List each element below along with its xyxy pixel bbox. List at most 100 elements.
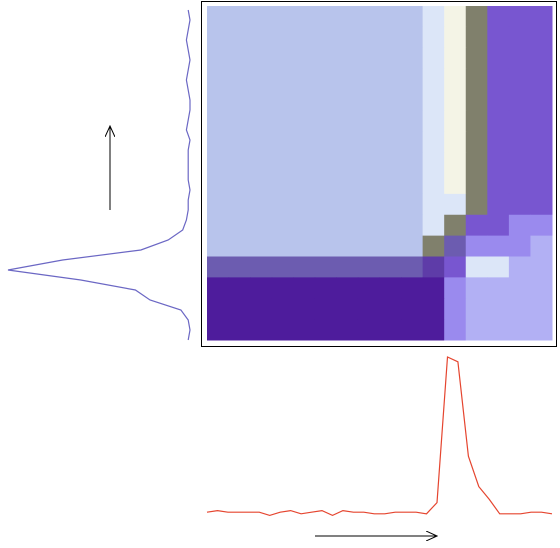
heatmap-cell xyxy=(336,47,359,70)
heatmap-cell xyxy=(379,47,402,70)
heatmap-cell xyxy=(530,6,553,28)
heatmap-cell xyxy=(271,319,294,341)
heatmap-cell xyxy=(444,89,467,111)
heatmap-cell xyxy=(293,6,316,28)
heatmap-cell xyxy=(293,131,316,153)
heatmap-cell xyxy=(401,256,424,278)
heatmap-cell xyxy=(487,235,510,257)
heatmap-cell xyxy=(422,173,445,195)
heatmap-cell xyxy=(207,173,230,195)
heatmap-cell xyxy=(336,256,359,278)
heatmap-cell xyxy=(228,26,251,49)
heatmap-cell xyxy=(422,6,445,28)
heatmap-cell xyxy=(508,47,531,70)
heatmap-cell xyxy=(314,277,337,299)
heatmap-cell xyxy=(465,173,488,195)
heatmap-cell xyxy=(530,277,553,299)
heatmap-cell xyxy=(487,298,510,320)
heatmap-cell xyxy=(422,193,445,216)
heatmap-cell xyxy=(293,277,316,299)
heatmap-cell xyxy=(314,214,337,237)
heatmap-cell xyxy=(508,110,531,132)
heatmap-cell xyxy=(487,68,510,90)
heatmap-cell xyxy=(207,256,230,278)
heatmap-cell xyxy=(401,173,424,195)
heatmap-cell xyxy=(379,256,402,278)
heatmap-cell xyxy=(228,68,251,90)
heatmap-cell xyxy=(444,110,467,132)
heatmap-cell xyxy=(271,89,294,111)
heatmap-cell xyxy=(271,193,294,216)
heatmap-cell xyxy=(465,193,488,216)
heatmap-cell xyxy=(293,173,316,195)
heatmap-cell xyxy=(465,277,488,299)
heatmap-cell xyxy=(250,298,273,320)
heatmap-cell xyxy=(271,47,294,70)
heatmap-cell xyxy=(336,193,359,216)
heatmap-cell xyxy=(357,152,380,174)
heatmap-cell xyxy=(401,319,424,341)
heatmap-cell xyxy=(379,152,402,174)
heatmap-cell xyxy=(530,89,553,111)
heatmap-cell xyxy=(530,152,553,174)
heatmap-cell xyxy=(207,235,230,257)
heatmap-cell xyxy=(379,319,402,341)
heatmap-cell xyxy=(422,152,445,174)
heatmap-cell xyxy=(487,131,510,153)
heatmap-cell xyxy=(250,214,273,237)
heatmap-cell xyxy=(401,6,424,28)
heatmap-cell xyxy=(422,131,445,153)
heatmap-cell xyxy=(508,277,531,299)
heatmap-cell xyxy=(271,277,294,299)
heatmap-cell xyxy=(465,214,488,237)
heatmap-cell xyxy=(530,68,553,90)
heatmap-cell xyxy=(250,277,273,299)
heatmap-cell xyxy=(314,68,337,90)
heatmap-cell xyxy=(228,319,251,341)
heatmap-cell xyxy=(422,26,445,49)
heatmap-cell xyxy=(207,319,230,341)
heatmap-cell xyxy=(207,110,230,132)
heatmap-cell xyxy=(444,47,467,70)
heatmap-cell xyxy=(336,235,359,257)
heatmap-cell xyxy=(250,173,273,195)
heatmap-cell xyxy=(508,173,531,195)
heatmap-cell xyxy=(228,256,251,278)
heatmap-cell xyxy=(314,6,337,28)
heatmap-cell xyxy=(357,235,380,257)
heatmap-cell xyxy=(357,89,380,111)
heatmap-cell xyxy=(336,152,359,174)
heatmap-cell xyxy=(293,256,316,278)
heatmap-cell xyxy=(314,26,337,49)
heatmap-cell xyxy=(508,319,531,341)
heatmap-cell xyxy=(314,47,337,70)
heatmap-cell xyxy=(271,131,294,153)
heatmap-cell xyxy=(293,235,316,257)
heatmap-cell xyxy=(379,6,402,28)
heatmap-cell xyxy=(250,6,273,28)
heatmap-cell xyxy=(401,214,424,237)
heatmap-cell xyxy=(401,152,424,174)
heatmap-cell xyxy=(228,235,251,257)
heatmap-cell xyxy=(207,47,230,70)
heatmap-cell xyxy=(250,26,273,49)
heatmap-cell xyxy=(228,6,251,28)
heatmap-cell xyxy=(379,277,402,299)
heatmap-cell xyxy=(508,193,531,216)
heatmap-cell xyxy=(465,47,488,70)
heatmap-cell xyxy=(271,173,294,195)
heatmap-cell xyxy=(444,319,467,341)
heatmap-cell xyxy=(508,26,531,49)
heatmap-cell xyxy=(487,277,510,299)
heatmap-cell xyxy=(379,193,402,216)
heatmap-cell xyxy=(357,256,380,278)
heatmap-cell xyxy=(530,256,553,278)
heatmap-cell xyxy=(293,298,316,320)
heatmap-cell xyxy=(250,68,273,90)
heatmap-cell xyxy=(401,26,424,49)
heatmap-cell xyxy=(465,131,488,153)
heatmap-cell xyxy=(314,193,337,216)
heatmap-cell xyxy=(271,298,294,320)
heatmap-cell xyxy=(357,26,380,49)
heatmap-cell xyxy=(465,110,488,132)
